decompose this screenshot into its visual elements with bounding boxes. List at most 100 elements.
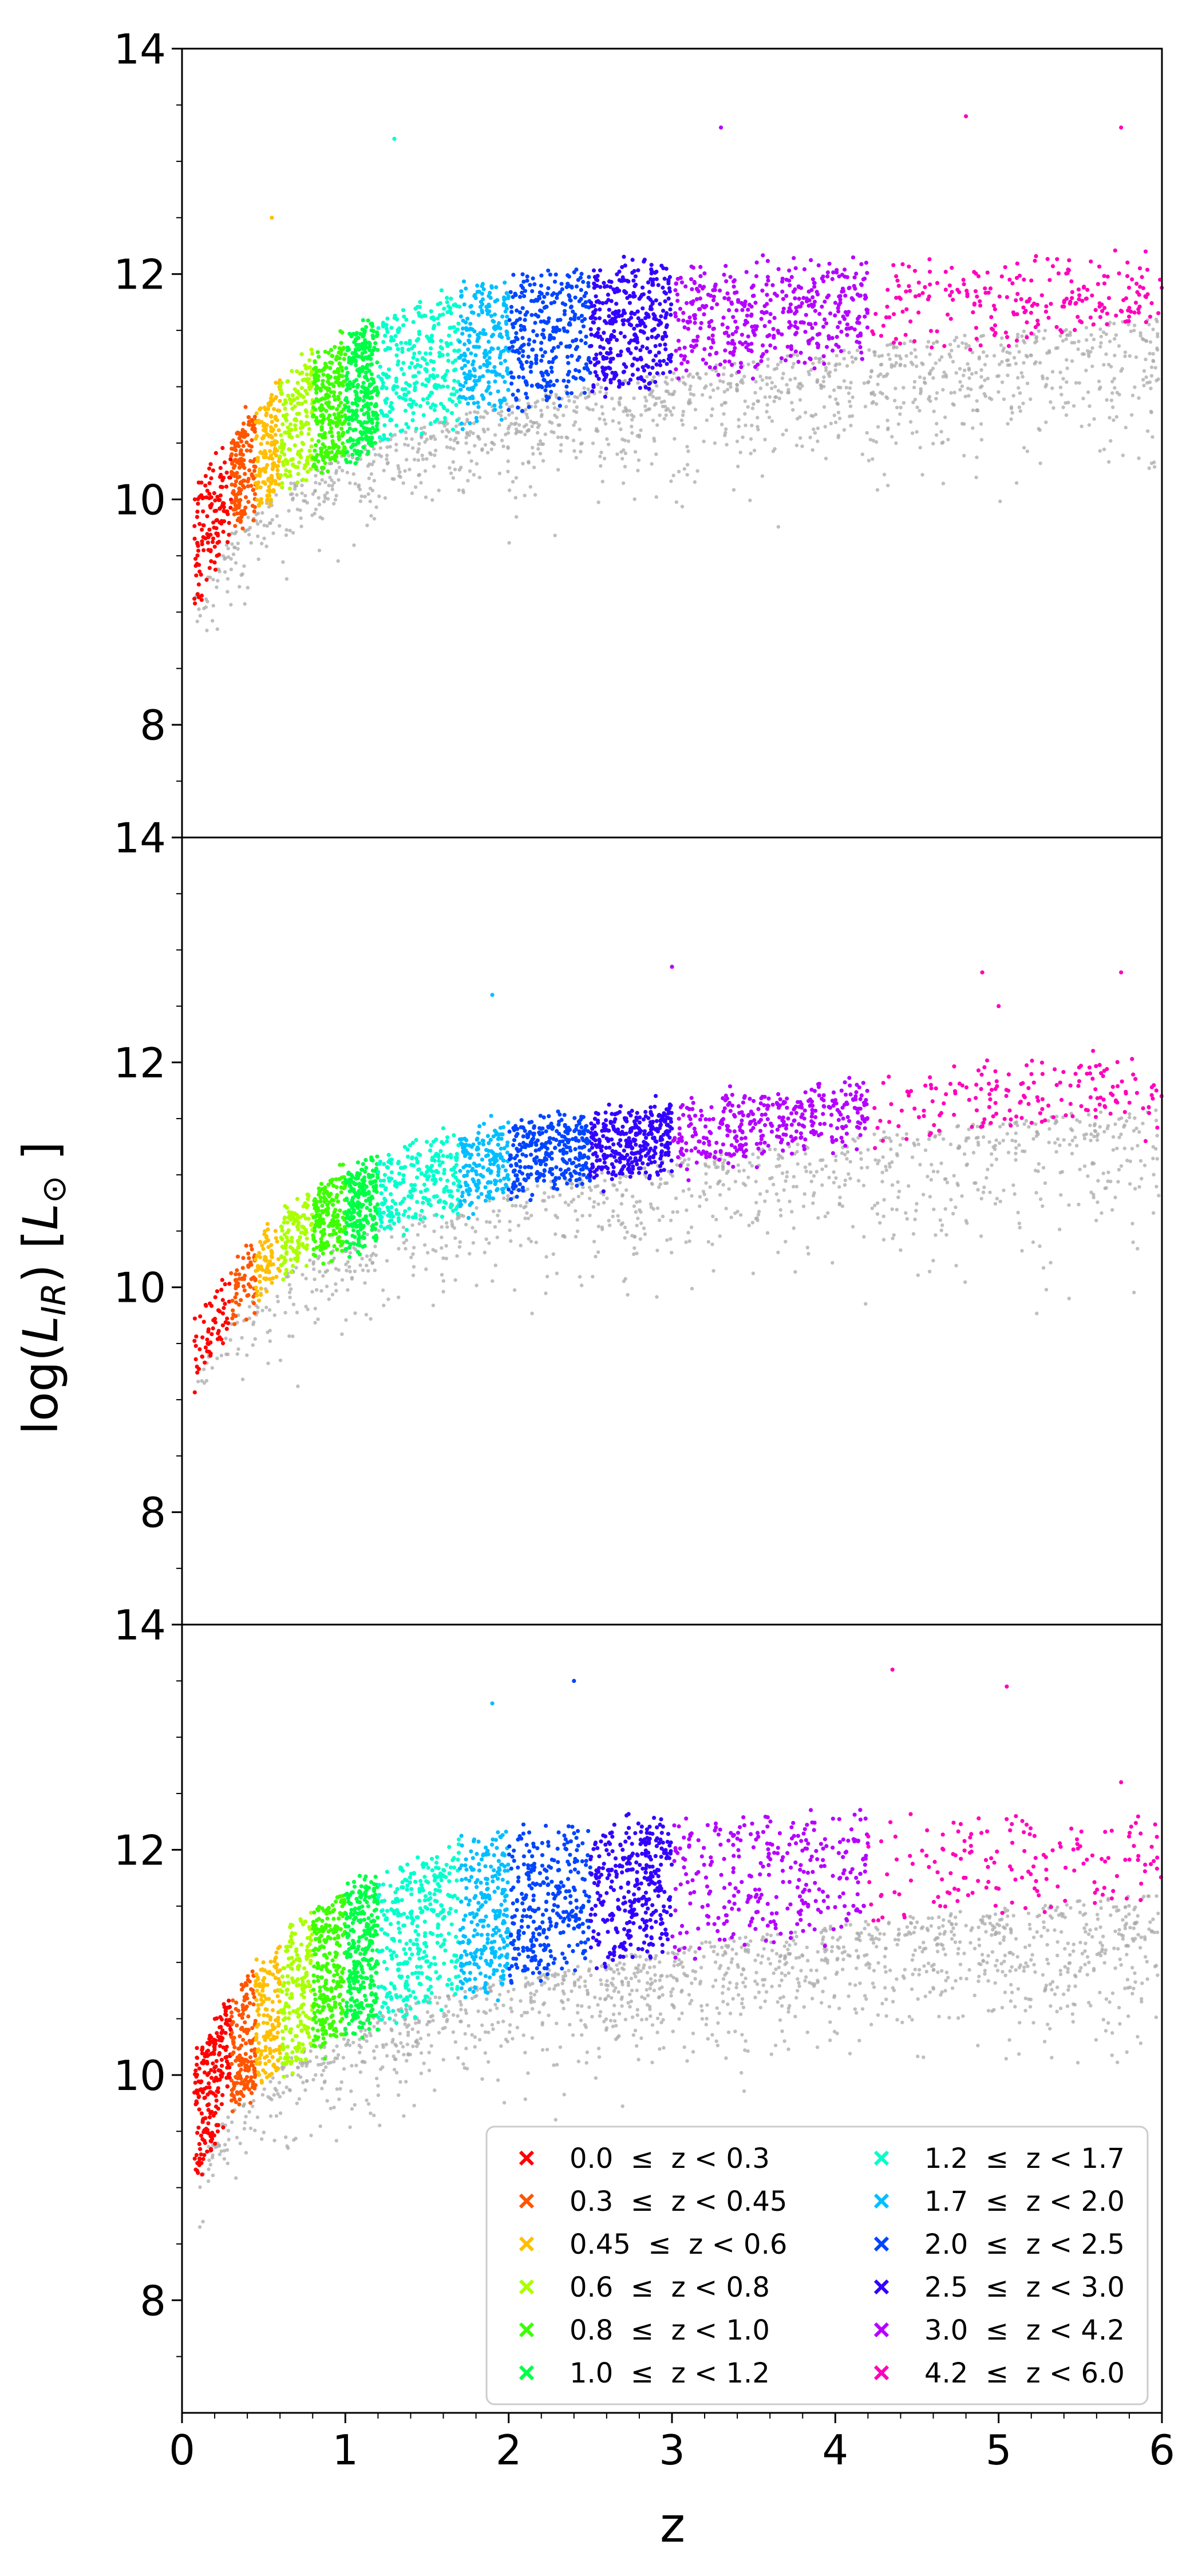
gray-point (521, 461, 525, 466)
data-point (492, 365, 497, 369)
gray-point (1142, 384, 1146, 388)
gray-point (689, 384, 693, 388)
data-point (812, 285, 817, 289)
data-point (268, 502, 272, 507)
data-point (232, 507, 238, 512)
gray-point (368, 1258, 372, 1262)
gray-point (856, 1179, 861, 1183)
data-point (646, 295, 651, 300)
gray-point (665, 1238, 669, 1242)
gray-point (371, 460, 376, 464)
data-point (403, 408, 408, 413)
data-point (205, 514, 209, 519)
gray-point (792, 362, 796, 366)
gray-point (895, 405, 899, 410)
data-point (813, 321, 818, 326)
data-point (357, 373, 361, 378)
gray-point (411, 446, 415, 450)
gray-point (791, 408, 795, 412)
data-point (550, 293, 555, 297)
data-point (379, 377, 383, 381)
gray-point (1015, 343, 1019, 348)
gray-point (234, 561, 238, 565)
data-point (1055, 257, 1059, 262)
gray-point (404, 437, 409, 441)
gray-point (964, 346, 968, 350)
data-point (793, 324, 797, 329)
data-point (425, 401, 430, 405)
data-point (385, 414, 390, 418)
gray-point (949, 391, 953, 395)
data-point (306, 455, 310, 460)
gray-point (1055, 346, 1060, 350)
data-point (488, 350, 492, 354)
data-point (386, 437, 390, 442)
gray-point (952, 390, 956, 394)
data-point (321, 378, 325, 383)
data-point (531, 347, 535, 352)
gray-point (204, 1378, 209, 1383)
data-point (948, 317, 953, 321)
gray-point (983, 378, 987, 382)
data-point (529, 369, 533, 374)
gray-point (290, 492, 294, 496)
data-point (595, 283, 599, 288)
data-point (436, 383, 441, 388)
data-point (321, 406, 326, 411)
data-point (596, 360, 601, 365)
gray-point (1099, 334, 1104, 339)
gray-point (602, 456, 607, 461)
gray-point (837, 1185, 841, 1189)
gray-point (1137, 1185, 1141, 1189)
data-point (781, 306, 786, 311)
data-point (1118, 309, 1123, 313)
data-point (366, 318, 370, 323)
gray-point (1154, 1108, 1158, 1112)
data-point (837, 294, 841, 299)
data-point (264, 411, 269, 416)
data-point (1074, 301, 1078, 306)
gray-point (562, 413, 566, 417)
gray-point (771, 449, 776, 453)
data-point (327, 430, 332, 434)
gray-point (433, 453, 437, 457)
gray-point (630, 431, 634, 435)
data-point (286, 379, 290, 384)
gray-point (670, 413, 674, 417)
gray-point (556, 435, 560, 439)
gray-point (454, 424, 458, 428)
gray-point (358, 499, 363, 503)
gray-point (532, 421, 536, 425)
data-point (520, 366, 525, 371)
data-point (793, 349, 798, 354)
data-point (594, 299, 599, 304)
data-point (507, 408, 511, 412)
data-point (606, 293, 610, 297)
data-point (975, 294, 979, 299)
gray-point (1021, 374, 1025, 379)
data-point (531, 276, 535, 280)
gray-point (596, 1250, 600, 1254)
data-point (487, 401, 492, 406)
gray-point (894, 361, 899, 365)
data-point (851, 255, 856, 260)
data-point (489, 284, 494, 289)
data-point (266, 478, 271, 483)
data-point (215, 554, 219, 558)
gray-point (749, 437, 753, 441)
data-point (514, 397, 519, 402)
gray-point (1090, 346, 1094, 350)
data-point (232, 483, 237, 487)
gray-point (881, 1214, 886, 1218)
data-point (651, 327, 655, 332)
gray-point (591, 441, 595, 445)
gray-point (967, 344, 971, 348)
gray-point (1098, 449, 1102, 453)
data-point (367, 407, 371, 412)
gray-point (353, 481, 357, 486)
data-point (760, 289, 765, 293)
gray-point (1100, 1211, 1104, 1215)
gray-point (657, 396, 661, 400)
data-point (269, 414, 274, 419)
